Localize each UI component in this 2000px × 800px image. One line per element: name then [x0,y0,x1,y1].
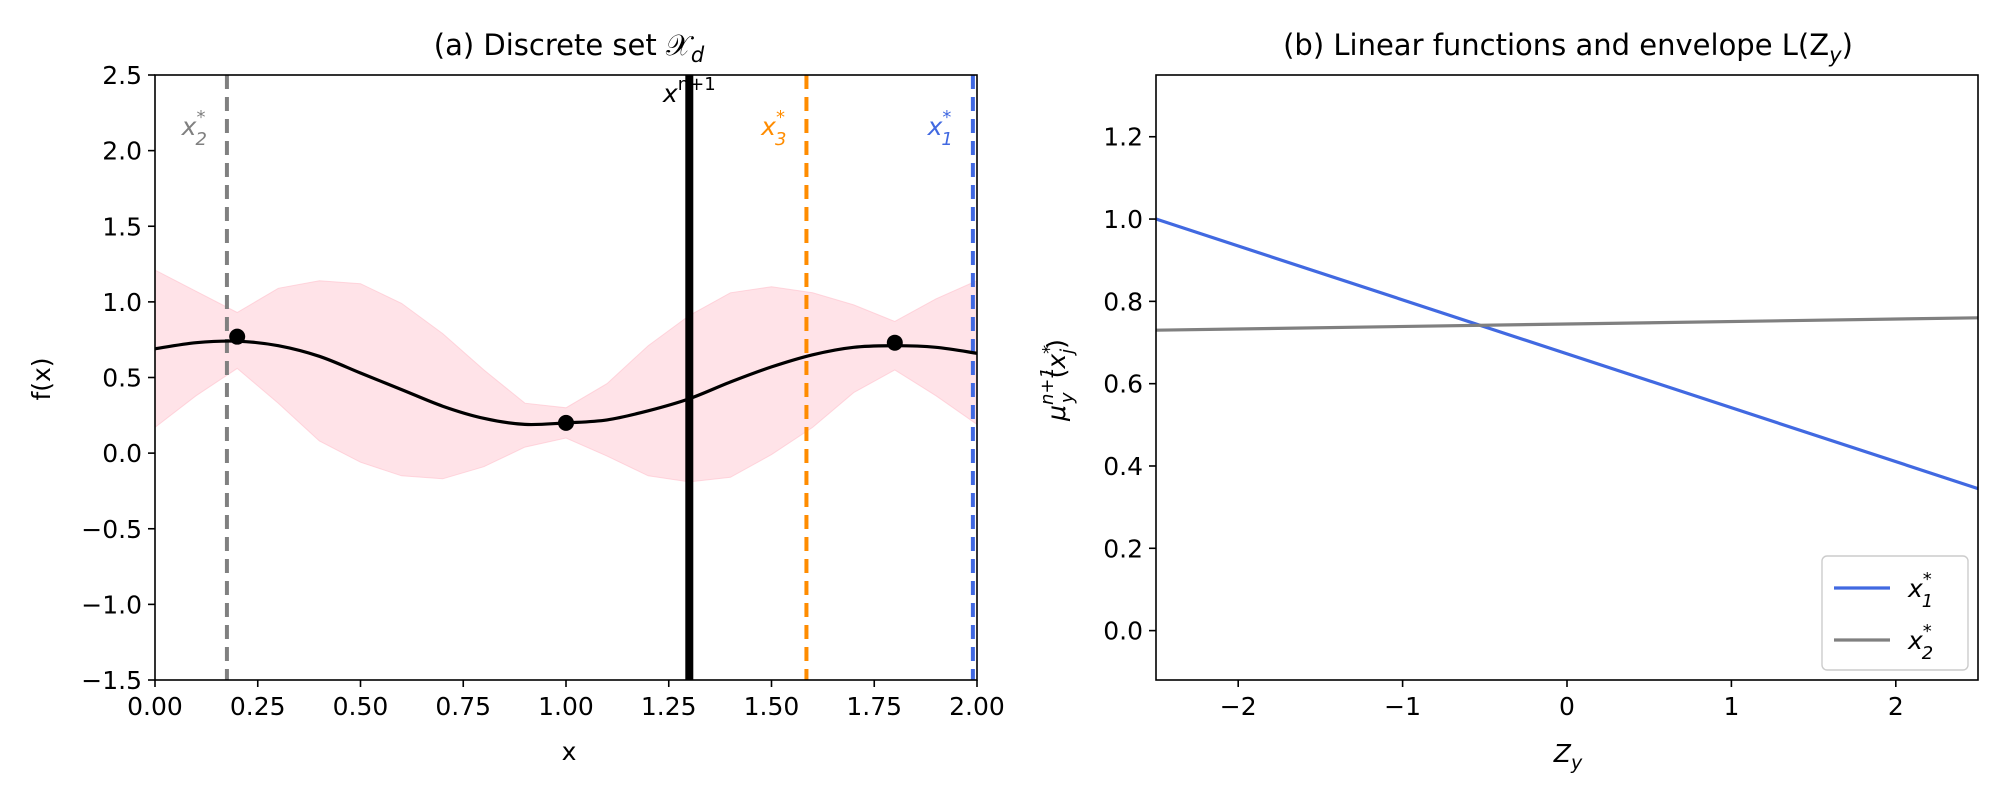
y-axis-ticks: 0.0 0.2 0.4 0.6 0.8 1.0 1.2 [1103,123,1156,646]
y-tick-label: 0.8 [1103,287,1143,316]
x-tick-label: −2 [1220,692,1257,721]
y-tick-label: 1.2 [1103,123,1143,152]
x-tick-label: 0.50 [333,692,389,721]
y-tick-label: 1.0 [1103,205,1143,234]
linear-functions [1155,217,1979,491]
panel-b-title: (b) Linear functions and envelope L(Zy) [1283,28,1853,67]
panel-a-title: (a) Discrete set 𝒳d [434,28,705,67]
y-tick-label: 1.5 [102,212,142,241]
y-tick-label: −1.5 [81,666,142,695]
x-tick-label: 0 [1559,692,1575,721]
y-tick-label: 0.0 [102,439,142,468]
x-tick-label: 1.25 [641,692,697,721]
panel-linear-functions: −2 −1 0 1 2 0.0 0.2 0.4 0.6 0.8 1.0 1.2 (b) Linear… [1037,28,1979,774]
x-tick-label: 2 [1888,692,1904,721]
legend: x* 1x* 2 [1821,555,1969,671]
x-tick-label: 1.50 [744,692,800,721]
optimum-label-2: x* 2 [181,107,207,150]
y-tick-label: 2.0 [102,137,142,166]
series-line-x2 [1155,316,1979,332]
y-tick-label: 0.2 [1103,534,1143,563]
x-tick-label: 0.25 [230,692,286,721]
y-tick-label: 0.4 [1103,452,1143,481]
panel-a-x-label: x [562,737,577,766]
y-tick-label: 0.6 [1103,370,1143,399]
x-tick-label: 0.75 [435,692,491,721]
legend-box [1821,555,1969,671]
confidence-band [154,269,978,483]
y-tick-label: 2.5 [102,61,142,90]
y-tick-label: 1.0 [102,288,142,317]
x-tick-label: 1.75 [846,692,902,721]
candidate-labels: x* 2 xn+1 x* 3 x* 1 [181,74,953,150]
candidate-lines [224,75,975,680]
x-tick-label: −1 [1384,692,1421,721]
x-tick-label: 1 [1723,692,1739,721]
confidence-band-area [154,269,978,483]
x-tick-label: 2.00 [949,692,1005,721]
panel-discrete-set: x* 2 xn+1 x* 3 x* 1 0.00 0.25 0.50 0.75 1.00 1.25 1.… [27,28,1005,766]
legend-label-x1: x* 1 [1907,569,1933,612]
y-tick-label: −0.5 [81,515,142,544]
next-sample-label: xn+1 [662,74,716,108]
y-tick-label: −1.0 [81,590,142,619]
optimum-label-1: x* 1 [927,107,953,150]
observed-point [558,414,574,431]
observed-point [229,328,246,345]
observed-point [886,334,903,351]
y-tick-label: 0.5 [102,364,142,393]
legend-label-x2: x* 2 [1907,621,1933,664]
observed-points [229,328,903,431]
x-axis-ticks: 0.00 0.25 0.50 0.75 1.00 1.25 1.50 1.75 2.00 [127,680,1005,721]
y-axis-ticks: −1.5 −1.0 −0.5 0.0 0.5 1.0 1.5 2.0 2.5 [81,61,155,695]
x-tick-label: 1.00 [538,692,594,721]
x-axis-ticks: −2 −1 0 1 2 [1220,680,1904,721]
panel-b-x-label: Zy [1553,739,1583,774]
panel-a-y-label: f(x) [27,357,56,400]
x-tick-label: 0.00 [127,692,183,721]
panel-b-y-label: μn+1y(x*j) [1037,339,1078,422]
series-line-x1 [1155,217,1979,491]
optimum-label-3: x* 3 [760,107,786,150]
y-tick-label: 0.0 [1103,617,1143,646]
